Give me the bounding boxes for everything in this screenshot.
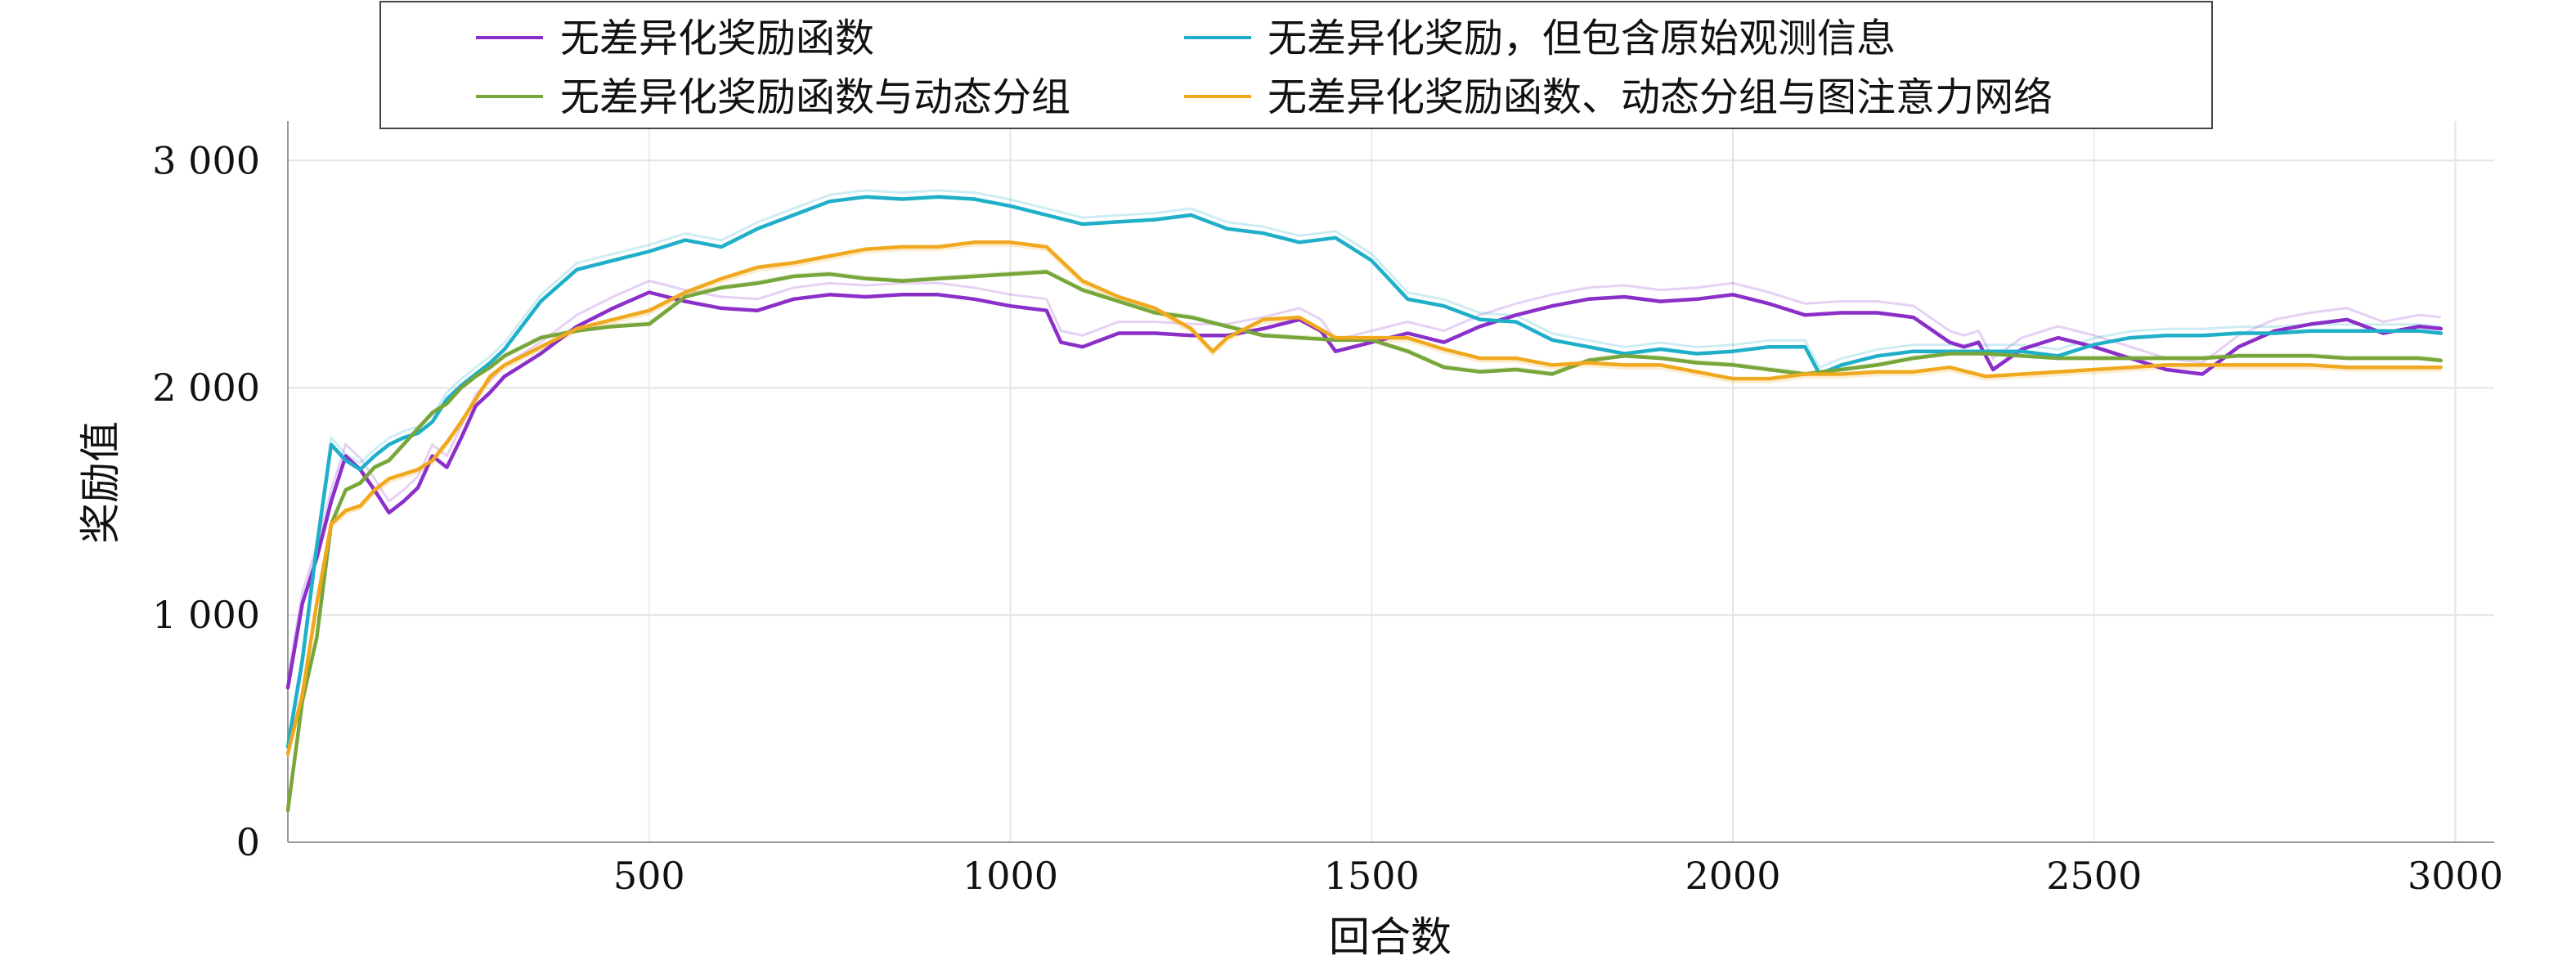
series-line-raw-1 — [286, 189, 2441, 741]
x-tick-label: 3000 — [2408, 854, 2503, 898]
y-tick-label: 2 000 — [152, 366, 260, 410]
tick-labels: 500 1000 1500 2000 2500 3000 0 1 000 2 000 3 000 — [152, 138, 2503, 898]
series-line-2 — [285, 270, 2444, 813]
y-axis-title: 奖励值 — [77, 421, 124, 544]
x-tick-label: 2500 — [2046, 854, 2142, 898]
axes — [287, 121, 2494, 843]
x-axis-title: 回合数 — [1329, 913, 1452, 960]
legend-box — [379, 1, 2213, 129]
series-line-3 — [285, 240, 2444, 756]
x-tick-label: 1000 — [963, 854, 1058, 898]
x-tick-label: 1500 — [1324, 854, 1420, 898]
legend: 无差异化奖励函数 无差异化奖励，但包含原始观测信息 无差异化奖励函数与动态分组 … — [379, 1, 2213, 129]
y-tick-label: 0 — [236, 820, 260, 864]
x-tick-label: 500 — [613, 854, 685, 898]
y-tick-label: 1 000 — [152, 593, 260, 637]
legend-label-3: 无差异化奖励函数、动态分组与图注意力网络 — [1268, 74, 2053, 120]
legend-label-2: 无差异化奖励函数与动态分组 — [560, 74, 1070, 120]
x-tick-label: 2000 — [1685, 854, 1780, 898]
series-line-raw-2 — [286, 268, 2441, 810]
series-line-0 — [285, 290, 2444, 690]
y-tick-label: 3 000 — [152, 138, 260, 182]
grid — [288, 121, 2494, 843]
series-line-raw-3 — [286, 244, 2441, 757]
legend-label-0: 无差异化奖励函数 — [560, 16, 874, 61]
series-lines — [285, 189, 2444, 813]
series-line-1 — [285, 195, 2444, 749]
legend-label-1: 无差异化奖励，但包含原始观测信息 — [1268, 16, 1896, 61]
